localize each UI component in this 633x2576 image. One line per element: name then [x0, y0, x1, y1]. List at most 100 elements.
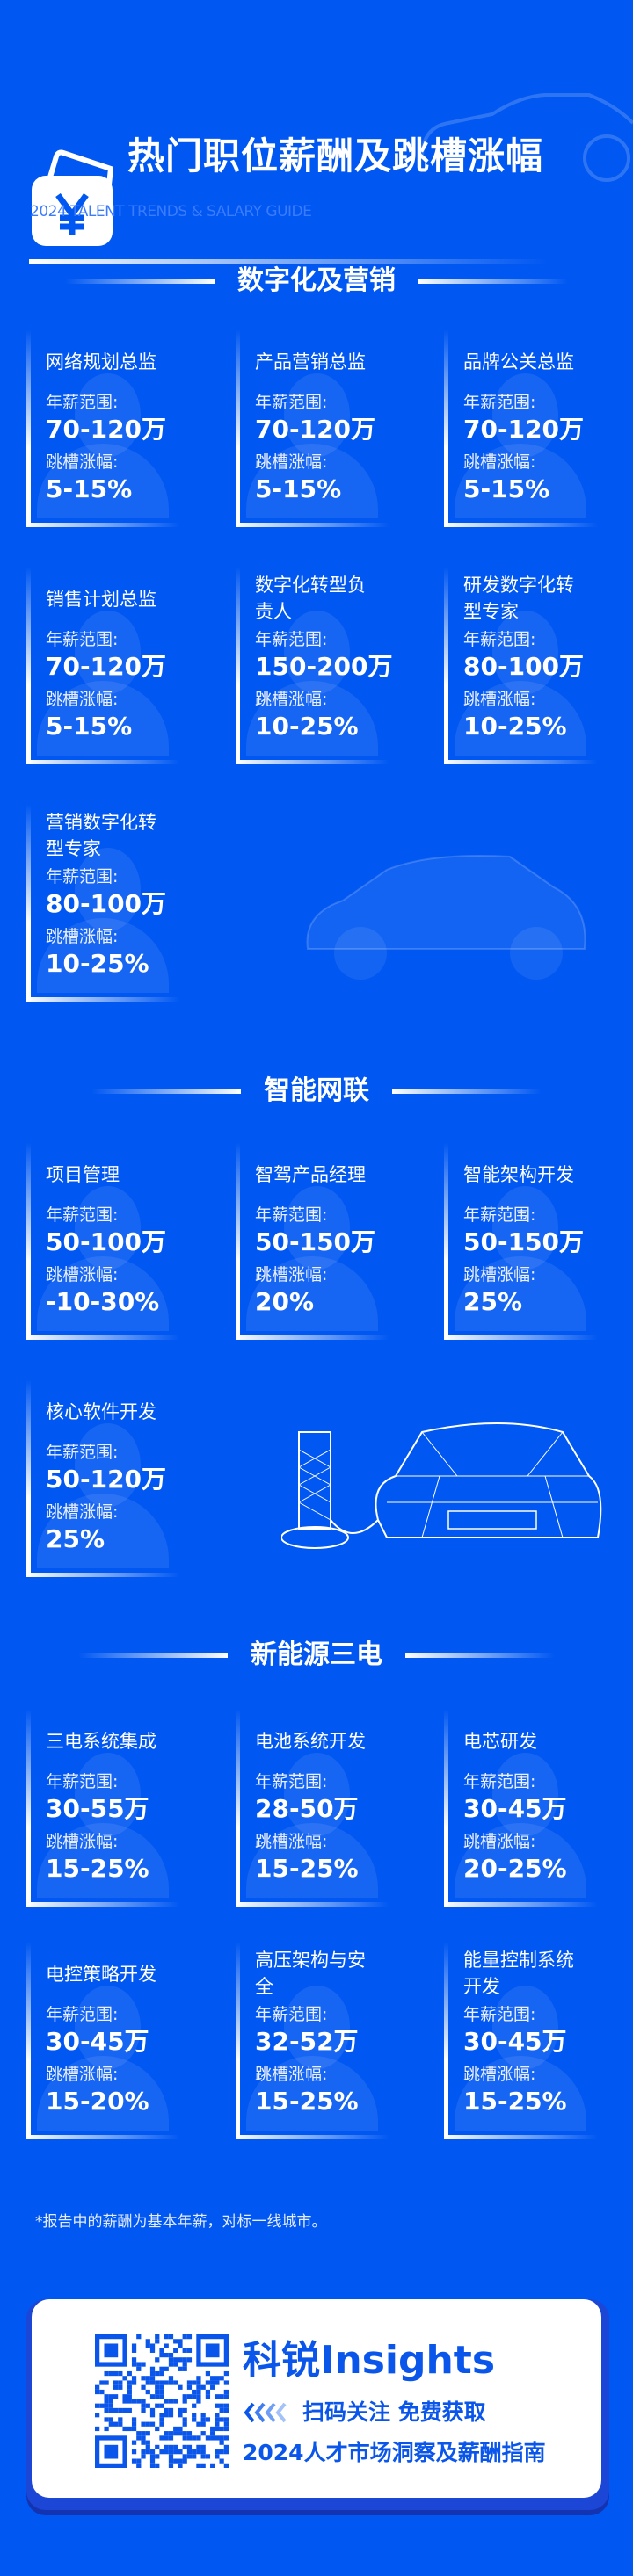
card-border	[444, 1902, 598, 1907]
guide-title: 2024人才市场洞察及薪酬指南	[243, 2440, 546, 2465]
card-border	[236, 567, 240, 764]
salary-label: 年薪范围:	[46, 867, 119, 886]
raise-value: 20%	[255, 1287, 315, 1316]
divider	[29, 259, 548, 264]
card-content: 项目管理 年薪范围: 50-100万 跳槽涨幅: -10-30%	[46, 1161, 185, 1323]
salary-label: 年薪范围:	[46, 630, 119, 649]
raise-label: 跳槽涨幅:	[46, 1502, 119, 1522]
salary-value: 50-150万	[463, 1227, 585, 1256]
person-silhouette-icon	[284, 611, 350, 694]
card-border	[444, 523, 598, 527]
card-border	[236, 760, 389, 764]
card-content: 核心软件开发 年薪范围: 50-120万 跳槽涨幅: 25%	[46, 1399, 185, 1560]
raise-label: 跳槽涨幅:	[255, 1832, 328, 1851]
qr-code[interactable]	[95, 2334, 229, 2468]
job-card: 数字化转型负责人 年薪范围: 150-200万 跳槽涨幅: 10-25%	[236, 567, 394, 764]
job-card: 网络规划总监 年薪范围: 70-120万 跳槽涨幅: 5-15%	[26, 329, 185, 527]
card-border	[26, 1142, 31, 1340]
card-border	[444, 760, 598, 764]
salary-label: 年薪范围:	[255, 393, 328, 412]
person-silhouette-icon	[75, 611, 141, 694]
card-content: 电芯研发 年薪范围: 30-45万 跳槽涨幅: 20-25%	[463, 1728, 602, 1890]
card-border	[444, 567, 448, 764]
salary-value: 70-120万	[255, 415, 376, 444]
raise-label: 跳槽涨幅:	[255, 1265, 328, 1284]
card-border	[26, 1902, 180, 1907]
job-title: 产品营销总监	[255, 351, 366, 373]
chevrons-left-icon	[244, 2402, 287, 2423]
page-title: 热门职位薪酬及跳槽涨幅	[127, 134, 544, 177]
person-silhouette-icon	[284, 1986, 350, 2069]
card-border	[444, 1709, 448, 1907]
section-title: 新能源三电	[251, 1639, 382, 1670]
raise-value: 25%	[46, 1524, 106, 1553]
raise-value: 15-25%	[46, 1854, 149, 1883]
card-content: 品牌公关总监 年薪范围: 70-120万 跳槽涨幅: 5-15%	[463, 349, 602, 510]
raise-value: 5-15%	[46, 712, 133, 741]
job-card: 能量控制系统开发 年薪范围: 30-45万 跳槽涨幅: 15-25%	[444, 1942, 602, 2139]
card-content: 电池系统开发 年薪范围: 28-50万 跳槽涨幅: 15-25%	[255, 1728, 394, 1890]
raise-label: 跳槽涨幅:	[463, 690, 536, 709]
job-card: 研发数字化转型专家 年薪范围: 80-100万 跳槽涨幅: 10-25%	[444, 567, 602, 764]
card-content: 网络规划总监 年薪范围: 70-120万 跳槽涨幅: 5-15%	[46, 349, 185, 510]
job-title: 研发数字化转型专家	[463, 575, 574, 622]
job-card: 智驾产品经理 年薪范围: 50-150万 跳槽涨幅: 20%	[236, 1142, 394, 1340]
salary-label: 年薪范围:	[46, 393, 119, 412]
salary-label: 年薪范围:	[463, 393, 536, 412]
brand-name: 科锐Insights	[243, 2338, 496, 2383]
job-title: 电池系统开发	[255, 1731, 366, 1752]
job-title: 品牌公关总监	[463, 351, 574, 373]
divider	[405, 1653, 555, 1658]
job-title: 电芯研发	[463, 1731, 537, 1752]
raise-value: 15-25%	[255, 1854, 359, 1883]
person-silhouette-icon	[492, 1986, 558, 2069]
person-silhouette-icon	[492, 1186, 558, 1270]
card-content: 智能架构开发 年薪范围: 50-150万 跳槽涨幅: 25%	[463, 1161, 602, 1323]
salary-value: 30-55万	[46, 1794, 149, 1823]
card-content: 研发数字化转型专家 年薪范围: 80-100万 跳槽涨幅: 10-25%	[463, 572, 602, 748]
card-border	[26, 567, 31, 764]
salary-value: 50-120万	[46, 1465, 167, 1494]
card-content: 高压架构与安全 年薪范围: 32-52万 跳槽涨幅: 15-25%	[255, 1947, 394, 2123]
job-title: 数字化转型负责人	[255, 575, 366, 622]
card-border	[26, 804, 31, 1002]
job-title: 核心软件开发	[46, 1401, 156, 1422]
car-outline-icon	[420, 93, 633, 182]
person-silhouette-icon	[492, 611, 558, 694]
card-border	[236, 1942, 240, 2139]
card-border	[26, 997, 180, 1002]
card-border	[26, 1379, 31, 1577]
page-subtitle: 2024 TALENT TRENDS & SALARY GUIDE	[30, 203, 312, 221]
salary-label: 年薪范围:	[463, 1772, 536, 1791]
person-silhouette-icon	[284, 373, 350, 457]
footnote: *报告中的薪酬为基本年薪，对标一线城市。	[35, 2213, 327, 2231]
raise-value: 15-25%	[463, 2087, 567, 2116]
salary-value: 80-100万	[46, 889, 167, 918]
raise-value: 25%	[463, 1287, 523, 1316]
salary-label: 年薪范围:	[463, 2005, 536, 2024]
card-border	[444, 2135, 598, 2139]
card-content: 销售计划总监 年薪范围: 70-120万 跳槽涨幅: 5-15%	[46, 586, 185, 748]
job-card: 项目管理 年薪范围: 50-100万 跳槽涨幅: -10-30%	[26, 1142, 185, 1340]
card-border	[236, 1902, 389, 1907]
job-card: 电芯研发 年薪范围: 30-45万 跳槽涨幅: 20-25%	[444, 1709, 602, 1907]
raise-value: 10-25%	[255, 712, 359, 741]
raise-value: 10-25%	[463, 712, 567, 741]
salary-label: 年薪范围:	[463, 1205, 536, 1225]
section-title: 智能网联	[264, 1075, 369, 1106]
raise-label: 跳槽涨幅:	[46, 2065, 119, 2084]
job-card: 营销数字化转型专家 年薪范围: 80-100万 跳槽涨幅: 10-25%	[26, 804, 185, 1002]
job-title: 电控策略开发	[46, 1964, 156, 1985]
card-border	[236, 1335, 389, 1340]
person-silhouette-icon	[75, 373, 141, 457]
divider	[78, 1653, 228, 1658]
salary-label: 年薪范围:	[255, 1772, 328, 1791]
job-title: 项目管理	[46, 1164, 120, 1185]
card-border	[26, 1573, 180, 1577]
raise-value: -10-30%	[46, 1287, 160, 1316]
salary-value: 70-120万	[463, 415, 585, 444]
salary-label: 年薪范围:	[46, 1205, 119, 1225]
card-border	[444, 1142, 448, 1340]
person-silhouette-icon	[75, 1186, 141, 1270]
salary-label: 年薪范围:	[46, 2005, 119, 2024]
